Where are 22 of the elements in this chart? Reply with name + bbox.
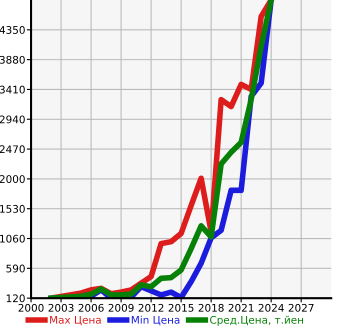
y-tick-label: 1530: [0, 204, 25, 213]
y-tick-label: 2940: [0, 115, 25, 124]
legend-label: Min Цена: [132, 316, 180, 326]
x-tick-label: 2027: [288, 304, 314, 312]
y-tick-label: 2000: [0, 175, 25, 183]
x-tick-label: 2021: [228, 304, 254, 312]
y-tick-label: 3880: [0, 56, 25, 64]
x-tick-label: 2000: [18, 304, 44, 312]
legend-label: Сред.Цена, т.йен: [210, 316, 304, 326]
x-tick-label: 2006: [78, 304, 104, 312]
y-tick-label: 3410: [0, 86, 25, 94]
x-tick-label: 2009: [108, 304, 134, 312]
x-tick-label: 2024: [258, 304, 284, 312]
y-tick-label: 1060: [0, 234, 25, 243]
x-tick-label: 2018: [198, 304, 224, 312]
x-tick-label: 2012: [138, 304, 164, 312]
legend-label: Max Цена: [50, 316, 101, 326]
y-tick-label: 590: [6, 264, 25, 272]
y-tick-label: 2470: [0, 145, 25, 154]
x-tick-label: 2003: [48, 304, 74, 312]
x-tick-label: 2015: [168, 304, 194, 312]
y-tick-label: 120: [6, 294, 25, 302]
